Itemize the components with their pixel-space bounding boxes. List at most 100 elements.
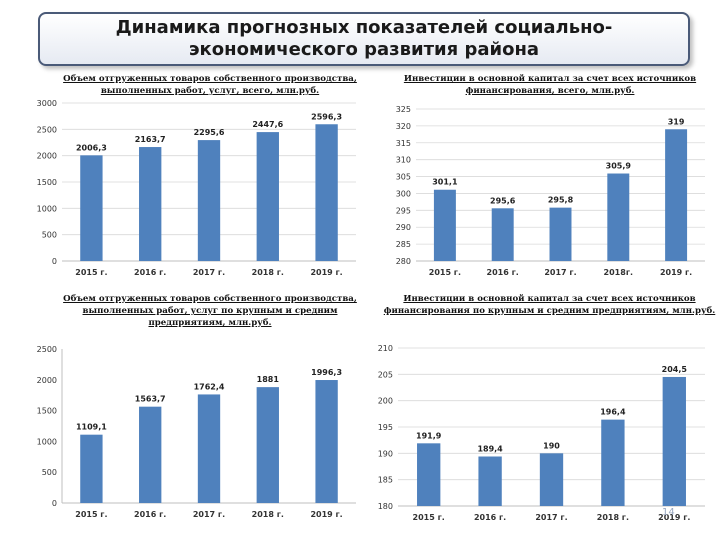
data-label: 196,4 (600, 408, 626, 417)
bar (197, 394, 221, 503)
chart-1-title: Объем отгруженных товаров собственного п… (63, 74, 357, 96)
bar (549, 207, 572, 261)
data-label: 2006,3 (76, 143, 107, 152)
y-tick-label: 315 (396, 139, 411, 148)
y-tick-label: 1500 (37, 178, 57, 187)
x-tick-label: 2016 г. (487, 268, 519, 277)
data-label: 191,9 (416, 431, 442, 440)
data-label: 189,4 (477, 444, 503, 453)
page-number: 14 (662, 507, 675, 518)
x-tick-label: 2017 г. (544, 268, 576, 277)
y-tick-label: 2500 (37, 345, 57, 354)
data-label: 319 (668, 117, 685, 126)
x-tick-label: 2018 г. (597, 513, 629, 522)
y-tick-label: 295 (396, 206, 411, 215)
chart-2-title: Инвестиции в основной капитал за счет вс… (403, 74, 697, 96)
x-tick-label: 2019 г. (658, 513, 690, 522)
data-label: 295,8 (548, 196, 574, 205)
x-tick-label: 2018 г. (252, 510, 284, 519)
bar (491, 208, 514, 261)
bar (197, 140, 221, 261)
slide-title-box: Динамика прогнозных показателей социальн… (38, 12, 690, 66)
chart-4-title: Инвестиции в основной капитал за счет вс… (383, 294, 716, 316)
x-tick-label: 2017 г. (193, 510, 225, 519)
y-tick-label: 310 (396, 156, 411, 165)
data-label: 1996,3 (311, 368, 342, 377)
x-tick-label: 2018 г. (252, 268, 284, 277)
y-tick-label: 3000 (37, 99, 57, 108)
bar (315, 380, 338, 503)
chart-3-title: Объем отгруженных товаров собственного п… (63, 294, 357, 328)
bar (80, 155, 103, 261)
y-tick-label: 210 (378, 344, 393, 353)
y-tick-label: 1000 (37, 437, 57, 446)
data-label: 2163,7 (135, 135, 166, 144)
x-tick-label: 2019 г. (660, 268, 692, 277)
y-tick-label: 180 (378, 502, 393, 511)
y-tick-label: 2000 (37, 376, 57, 385)
y-tick-label: 305 (396, 173, 411, 182)
bar (417, 443, 441, 506)
y-tick-label: 320 (396, 122, 411, 131)
x-tick-label: 2016 г. (134, 510, 166, 519)
x-tick-label: 2015 г. (429, 268, 461, 277)
data-label: 2596,3 (311, 112, 342, 121)
y-tick-label: 285 (396, 240, 411, 249)
y-tick-label: 300 (396, 189, 411, 198)
bar (256, 387, 279, 503)
data-label: 190 (543, 441, 560, 450)
data-label: 1109,1 (76, 423, 107, 432)
data-label: 1563,7 (135, 395, 166, 404)
data-label: 204,5 (662, 365, 688, 374)
bar (139, 406, 162, 503)
x-tick-label: 2015 г. (413, 513, 445, 522)
bar (539, 453, 564, 506)
x-tick-label: 2018г. (604, 268, 633, 277)
bar (315, 124, 338, 261)
bar (665, 129, 688, 261)
data-label: 2295,6 (194, 128, 225, 137)
bar (80, 434, 103, 503)
y-tick-label: 205 (378, 370, 393, 379)
data-label: 2447,6 (252, 120, 283, 129)
y-tick-label: 200 (378, 397, 393, 406)
x-tick-label: 2017 г. (535, 513, 567, 522)
bar (256, 132, 279, 261)
data-label: 295,6 (490, 196, 516, 205)
data-label: 1762,4 (194, 382, 225, 391)
y-tick-label: 290 (396, 223, 411, 232)
data-label: 301,1 (432, 178, 458, 187)
y-tick-label: 2000 (37, 152, 57, 161)
y-tick-label: 0 (52, 257, 57, 266)
x-tick-label: 2017 г. (193, 268, 225, 277)
y-tick-label: 185 (378, 476, 393, 485)
y-tick-label: 0 (52, 499, 57, 508)
y-tick-label: 195 (378, 423, 393, 432)
x-tick-label: 2016 г. (134, 268, 166, 277)
x-tick-label: 2019 г. (310, 268, 342, 277)
bar (662, 376, 686, 506)
data-label: 305,9 (606, 162, 632, 171)
y-tick-label: 280 (396, 257, 411, 266)
y-tick-label: 500 (42, 468, 57, 477)
bar (478, 456, 502, 506)
y-tick-label: 2500 (37, 125, 57, 134)
bar (139, 147, 162, 261)
y-tick-label: 190 (378, 449, 393, 458)
y-tick-label: 325 (396, 105, 411, 114)
slide-title: Динамика прогнозных показателей социальн… (115, 17, 613, 60)
bar (601, 419, 625, 506)
y-tick-label: 1000 (37, 204, 57, 213)
x-tick-label: 2015 г. (75, 268, 107, 277)
x-tick-label: 2019 г. (310, 510, 342, 519)
x-tick-label: 2016 г. (474, 513, 506, 522)
y-tick-label: 500 (42, 231, 57, 240)
x-tick-label: 2015 г. (75, 510, 107, 519)
bar (433, 189, 456, 261)
bar (607, 173, 630, 261)
data-label: 1881 (257, 375, 280, 384)
